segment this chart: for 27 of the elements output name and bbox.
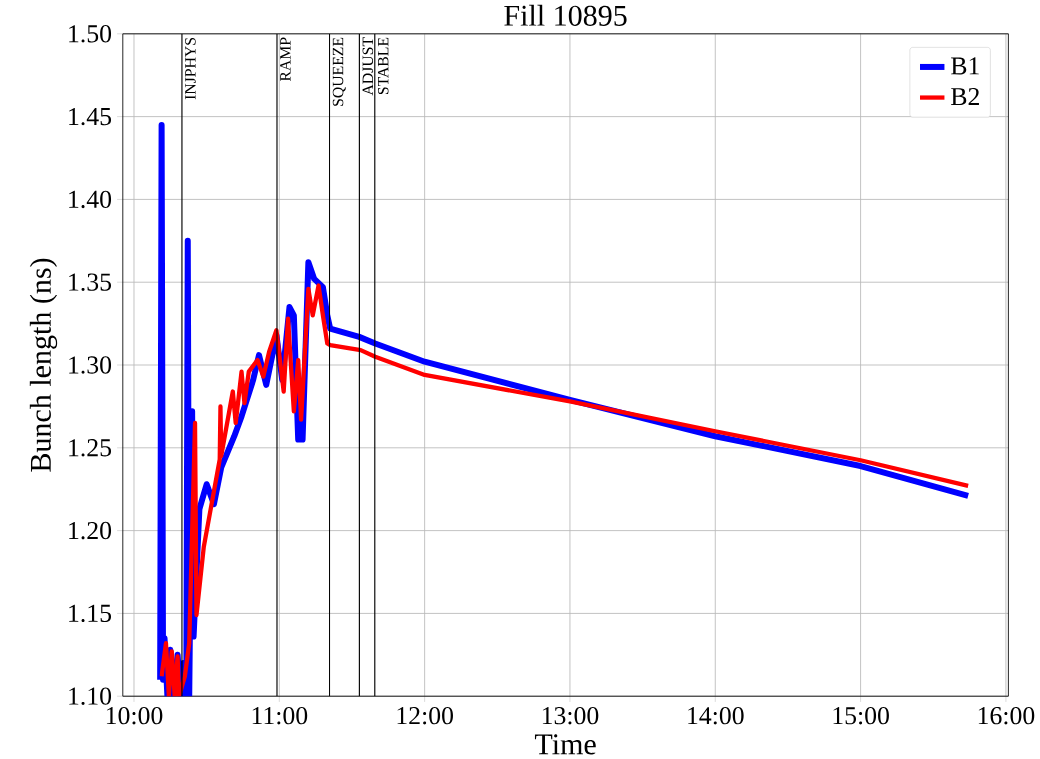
- ref-line-label: INJPHYS: [185, 37, 196, 100]
- y-tick-label: 1.35: [69, 273, 112, 291]
- x-axis-title: Time: [534, 734, 596, 755]
- y-tick-label: 1.45: [69, 107, 112, 126]
- y-tick-label: 1.15: [69, 604, 112, 622]
- x-tick-label: 13:00: [542, 706, 599, 725]
- x-tick-label: 11:00: [252, 706, 308, 725]
- y-axis-title: Bunch length (ns): [29, 258, 58, 472]
- y-tick-label: 1.20: [69, 521, 112, 540]
- x-tick-label: 16:00: [978, 706, 1035, 725]
- y-tick-label: 1.10: [69, 687, 112, 705]
- line-series: [159, 283, 971, 697]
- x-tick-label: 14:00: [688, 706, 744, 725]
- y-tick-label: 1.25: [69, 438, 112, 457]
- legend-label: B1: [951, 57, 979, 75]
- ref-line-label: RAMP: [280, 37, 291, 81]
- x-tick-label: 12:00: [397, 706, 453, 725]
- y-tick-label: 1.40: [69, 190, 112, 209]
- ref-line-label: SQUEEZE: [332, 37, 346, 106]
- legend-label: B2: [951, 87, 979, 105]
- y-tick-label: 1.50: [69, 24, 112, 43]
- x-tick-label: 15:00: [833, 706, 889, 725]
- chart-title: Fill 10895: [504, 4, 627, 26]
- x-tick-label: 10:00: [106, 706, 163, 725]
- ref-line-label: ADJUST: [362, 37, 374, 96]
- ref-line-label: STABLE: [377, 37, 389, 94]
- y-tick-label: 1.30: [69, 356, 112, 374]
